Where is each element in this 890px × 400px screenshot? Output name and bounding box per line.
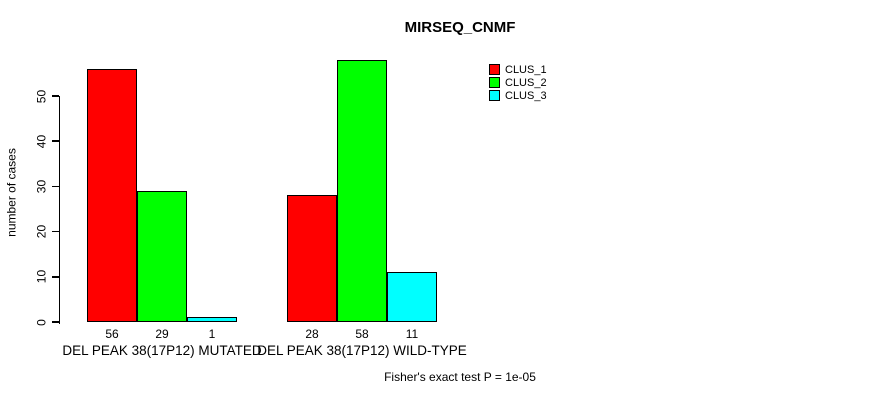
legend-swatch-clus_2: [489, 77, 500, 88]
bar-clus_2-group1: [137, 190, 187, 322]
legend-swatch-clus_3: [489, 90, 500, 101]
bar-value-label: 29: [155, 327, 169, 341]
y-tick-label: 10: [34, 270, 49, 284]
y-tick: [51, 95, 59, 97]
y-tick-label: 40: [34, 134, 49, 148]
y-tick: [51, 276, 59, 278]
y-tick: [51, 230, 59, 233]
bar-clus_2-group2: [337, 59, 387, 322]
category-label: DEL PEAK 38(17P12) MUTATED: [62, 343, 262, 358]
legend-swatch-clus_1: [489, 64, 500, 75]
y-tick: [51, 140, 59, 142]
legend-label-clus_1: CLUS_1: [505, 63, 547, 76]
bar-value-label: 56: [105, 327, 119, 341]
y-tick-label: 30: [34, 179, 49, 194]
bar-clus_3-group1: [187, 317, 237, 322]
y-tick: [51, 185, 59, 188]
bar-value-label: 58: [355, 327, 369, 341]
stat-annotation: Fisher's exact test P = 1e-05: [384, 370, 536, 384]
legend-label-clus_3: CLUS_3: [505, 89, 547, 102]
chart-title: MIRSEQ_CNMF: [404, 19, 516, 36]
bar-clus_1-group1: [87, 68, 137, 322]
legend-label-clus_2: CLUS_2: [505, 76, 547, 89]
category-label: DEL PEAK 38(17P12) WILD-TYPE: [257, 343, 467, 358]
bar-clus_1-group2: [287, 195, 337, 322]
y-tick-label: 50: [34, 89, 49, 103]
y-tick-label: 20: [34, 224, 49, 239]
bar-value-label: 28: [305, 327, 319, 341]
bar-value-label: 11: [405, 327, 419, 341]
y-axis-line: [58, 96, 60, 324]
bar-clus_3-group2: [387, 272, 437, 322]
y-axis-title: number of cases: [4, 148, 19, 237]
y-tick-label: 0: [34, 318, 49, 326]
y-tick: [51, 321, 59, 323]
bar-value-label: 1: [208, 327, 216, 341]
